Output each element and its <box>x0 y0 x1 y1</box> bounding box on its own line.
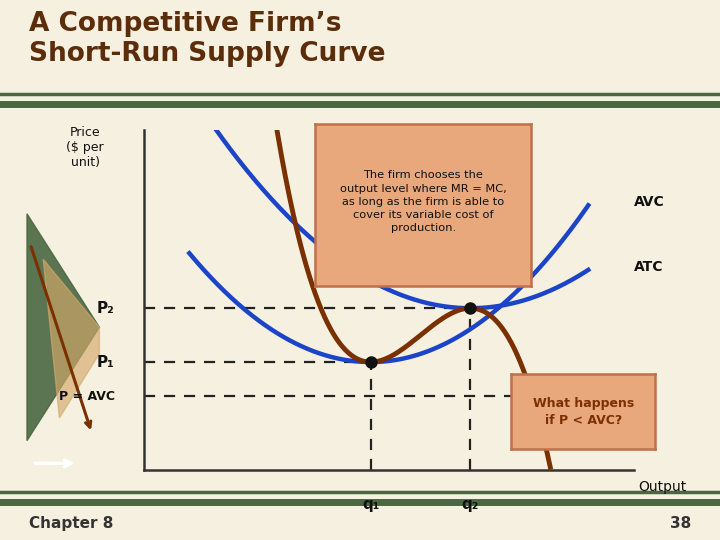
Text: Output: Output <box>639 480 687 494</box>
Polygon shape <box>27 214 99 441</box>
Text: A Competitive Firm’s
Short-Run Supply Curve: A Competitive Firm’s Short-Run Supply Cu… <box>29 11 385 67</box>
Polygon shape <box>43 259 99 418</box>
Text: Chapter 8: Chapter 8 <box>29 516 113 531</box>
Text: AVC: AVC <box>634 195 665 210</box>
Text: P₂: P₂ <box>97 301 114 316</box>
Text: q₂: q₂ <box>462 497 479 512</box>
Text: P = AVC: P = AVC <box>58 389 114 403</box>
Text: ATC: ATC <box>634 260 663 274</box>
Text: The firm chooses the
output level where MR = MC,
as long as the firm is able to
: The firm chooses the output level where … <box>340 171 507 233</box>
Text: q₁: q₁ <box>362 497 379 512</box>
Text: Price
($ per
unit): Price ($ per unit) <box>66 126 104 169</box>
Text: What happens
if P < AVC?: What happens if P < AVC? <box>533 396 634 427</box>
Text: P₁: P₁ <box>97 355 114 369</box>
Text: 38: 38 <box>670 516 691 531</box>
